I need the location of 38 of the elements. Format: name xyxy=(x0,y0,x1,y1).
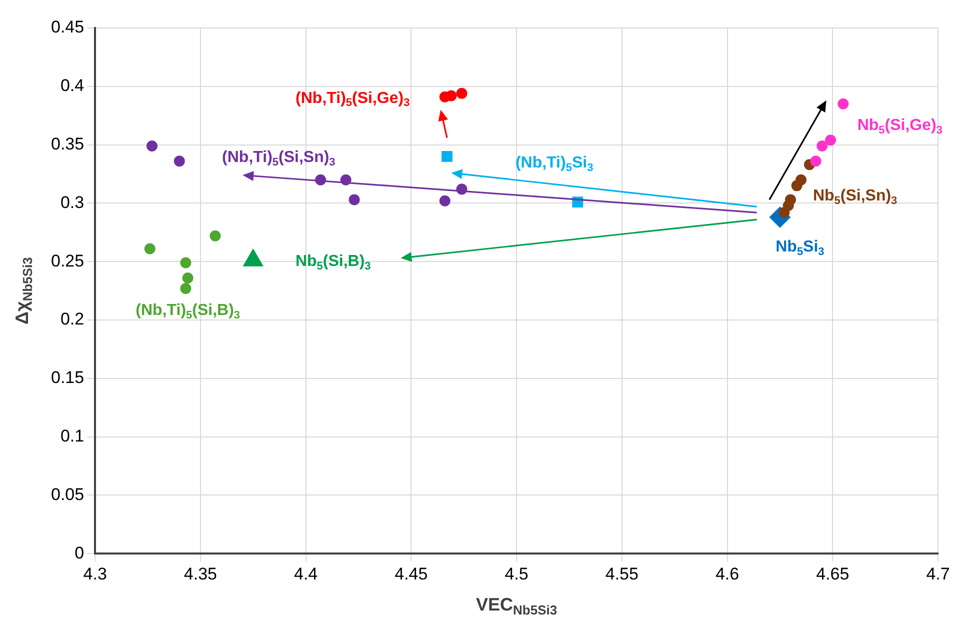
point xyxy=(796,174,807,186)
y-tick-label: 0.15 xyxy=(50,368,84,388)
y-tick-label: 0.45 xyxy=(50,18,84,37)
y-tick-label: 0.4 xyxy=(60,76,84,96)
point xyxy=(816,140,828,152)
x-tick-label: 4.55 xyxy=(605,564,638,584)
point xyxy=(456,88,468,99)
point xyxy=(439,195,450,206)
y-tick-label: 0.2 xyxy=(60,310,84,329)
y-tick-label: 0.35 xyxy=(50,134,84,154)
point xyxy=(174,156,185,167)
y-tick-label: 0.05 xyxy=(50,484,84,504)
point xyxy=(146,140,158,152)
point xyxy=(825,134,836,146)
point xyxy=(180,282,192,294)
point xyxy=(446,90,457,102)
point xyxy=(810,156,822,167)
y-axis-title: ΔχNb5Si3 xyxy=(12,257,36,324)
x-tick-label: 4.65 xyxy=(816,564,850,584)
x-tick-label: 4.4 xyxy=(294,564,318,584)
point xyxy=(180,257,192,268)
point xyxy=(784,194,796,206)
y-tick-label: 0.1 xyxy=(60,426,84,446)
x-tick-label: 4.7 xyxy=(926,564,950,584)
point xyxy=(210,230,221,242)
y-tick-label: 0.3 xyxy=(60,192,84,212)
x-tick-label: 4.3 xyxy=(83,564,107,584)
x-tick-label: 4.5 xyxy=(504,564,528,584)
y-tick-label: 0 xyxy=(74,543,84,562)
y-tick-label: 0.25 xyxy=(50,251,84,270)
x-tick-label: 4.6 xyxy=(715,564,740,584)
point xyxy=(838,98,849,110)
point xyxy=(144,243,156,254)
point xyxy=(442,151,452,162)
x-tick-label: 4.35 xyxy=(184,564,217,584)
x-tick-label: 4.45 xyxy=(394,564,428,584)
point xyxy=(182,272,194,284)
point xyxy=(348,194,360,206)
